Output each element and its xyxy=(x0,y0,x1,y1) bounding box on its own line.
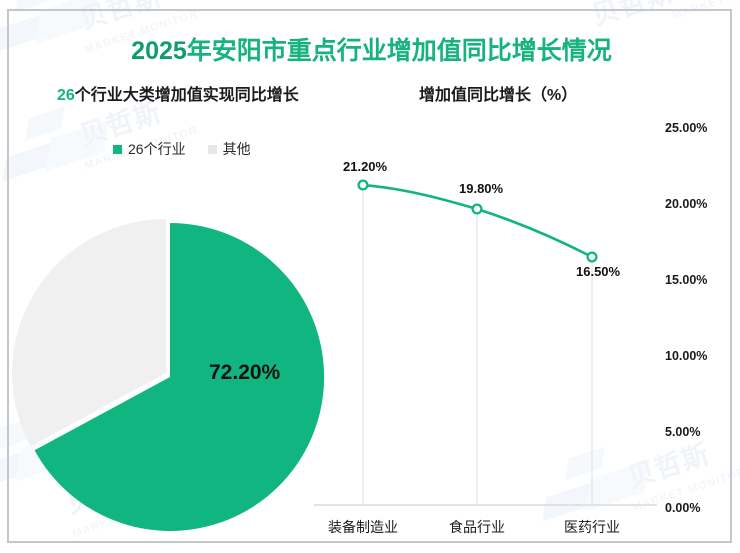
y-axis-tick-label: 10.00% xyxy=(665,349,708,363)
legend-item-label: 26个行业 xyxy=(128,141,186,157)
data-point-marker[interactable] xyxy=(586,251,598,263)
y-axis-tick-label: 0.00% xyxy=(665,501,701,515)
y-axis-tick-label: 25.00% xyxy=(665,121,708,135)
pie-chart xyxy=(12,215,332,535)
y-axis-tick-label: 20.00% xyxy=(665,197,708,211)
data-point-marker[interactable] xyxy=(471,203,483,215)
page-title-rest: 年安阳市重点行业增加值同比增长情况 xyxy=(186,37,612,65)
pie-chart-subtitle: 26个行业大类增加值实现同比增长 xyxy=(57,81,299,105)
y-axis-tick-label: 5.00% xyxy=(665,425,701,439)
data-point-label: 21.20% xyxy=(343,159,388,174)
y-axis-tick-label: 15.00% xyxy=(665,273,708,287)
line-chart: 21.20% 19.80% 16.50% 25.00% 20.00% 15.00… xyxy=(9,11,730,541)
legend-swatch-icon xyxy=(207,144,217,154)
page-title-year: 2025 xyxy=(131,37,187,65)
data-point-label: 16.50% xyxy=(576,264,621,279)
legend-item-other[interactable]: 其他 xyxy=(207,139,251,159)
page-title: 2025年安阳市重点行业增加值同比增长情况 xyxy=(9,31,730,67)
pie-chart-svg xyxy=(12,219,325,531)
pie-slice-industries[interactable] xyxy=(34,222,325,531)
data-point-label: 19.80% xyxy=(459,181,504,196)
chart-panel: 2025年安阳市重点行业增加值同比增长情况 26个行业大类增加值实现同比增长 增… xyxy=(7,9,732,543)
pie-slice-value-label: 72.20% xyxy=(209,361,281,384)
x-axis-tick-label: 装备制造业 xyxy=(328,519,398,535)
pie-legend: 26个行业 其他 xyxy=(113,139,251,159)
legend-swatch-icon xyxy=(113,144,122,154)
x-axis-tick-label: 食品行业 xyxy=(449,519,505,535)
line-chart-subtitle: 增加值同比增长（%） xyxy=(419,87,578,104)
pie-slice-other[interactable] xyxy=(12,219,167,447)
legend-item-industries[interactable]: 26个行业 xyxy=(113,139,186,159)
x-axis-tick-label: 医药行业 xyxy=(564,519,620,535)
data-point-marker[interactable] xyxy=(357,179,369,191)
legend-item-label: 其他 xyxy=(222,141,251,157)
line-chart-svg xyxy=(314,179,657,506)
pie-chart-subtitle-text: 个行业大类增加值实现同比增长 xyxy=(74,87,299,104)
pie-chart-subtitle-number: 26 xyxy=(57,87,75,104)
